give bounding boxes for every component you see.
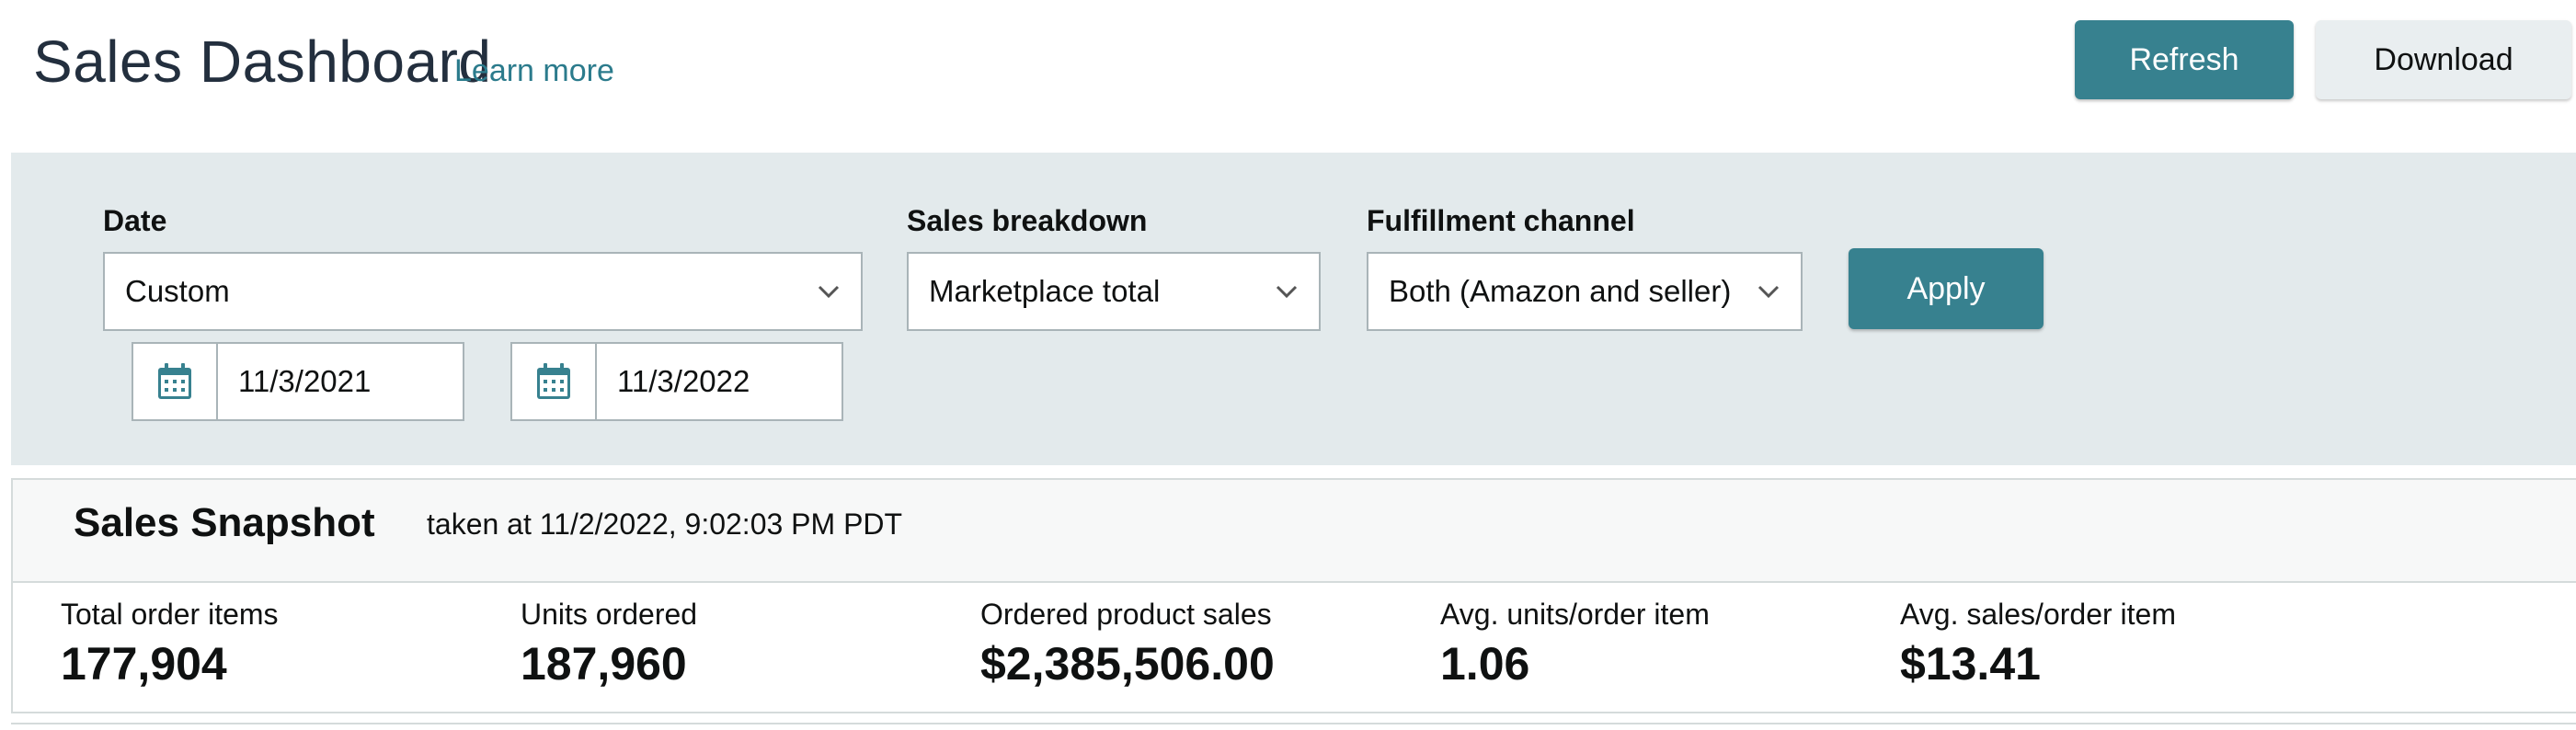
metric-value: 177,904 <box>61 638 227 690</box>
chevron-down-icon <box>818 285 840 299</box>
snapshot-timestamp: taken at 11/2/2022, 9:02:03 PM PDT <box>427 508 903 541</box>
metric-value: 187,960 <box>521 638 687 690</box>
start-date-value[interactable]: 11/3/2021 <box>238 364 372 398</box>
chevron-down-icon <box>1757 285 1780 299</box>
metric-label: Total order items <box>61 598 279 631</box>
metric-label: Units ordered <box>521 598 698 631</box>
filter-panel: Date Custom Sales breakdown Marketplace … <box>11 153 2576 465</box>
page-title: Sales Dashboard <box>33 29 492 95</box>
calendar-icon <box>158 363 191 399</box>
fulfillment-channel-value: Both (Amazon and seller) <box>1389 274 1732 308</box>
end-date-input[interactable]: 11/3/2022 <box>510 342 843 421</box>
metric-avg-sales-per-order-item: Avg. sales/order item $13.41 <box>1900 598 2176 690</box>
snapshot-header: Sales Snapshot taken at 11/2/2022, 9:02:… <box>13 480 2576 583</box>
metric-value: $13.41 <box>1900 638 2041 690</box>
sales-breakdown-select[interactable]: Marketplace total <box>907 252 1321 331</box>
download-button[interactable]: Download <box>2316 20 2571 99</box>
refresh-button[interactable]: Refresh <box>2075 20 2294 99</box>
metric-value: 1.06 <box>1440 638 1530 690</box>
chevron-down-icon <box>1276 285 1298 299</box>
metric-label: Avg. sales/order item <box>1900 598 2176 631</box>
sales-breakdown-value: Marketplace total <box>929 274 1161 308</box>
sales-breakdown-label: Sales breakdown <box>907 204 1148 237</box>
end-date-value[interactable]: 11/3/2022 <box>617 364 750 398</box>
apply-button[interactable]: Apply <box>1849 248 2044 329</box>
metric-ordered-product-sales: Ordered product sales $2,385,506.00 <box>980 598 1275 690</box>
snapshot-title: Sales Snapshot <box>74 500 375 545</box>
sales-snapshot-panel: Sales Snapshot taken at 11/2/2022, 9:02:… <box>11 478 2576 713</box>
fulfillment-channel-label: Fulfillment channel <box>1367 204 1635 237</box>
date-label: Date <box>103 204 167 237</box>
metric-label: Avg. units/order item <box>1440 598 1710 631</box>
metric-avg-units-per-order-item: Avg. units/order item 1.06 <box>1440 598 1710 690</box>
metric-units-ordered: Units ordered 187,960 <box>521 598 697 690</box>
page-header: Sales Dashboard Learn more Refresh Downl… <box>0 0 2576 153</box>
fulfillment-channel-select[interactable]: Both (Amazon and seller) <box>1367 252 1803 331</box>
metric-total-order-items: Total order items 177,904 <box>61 598 279 690</box>
metric-value: $2,385,506.00 <box>980 638 1275 690</box>
start-date-picker-button[interactable] <box>133 344 218 419</box>
calendar-icon <box>537 363 570 399</box>
end-date-picker-button[interactable] <box>512 344 597 419</box>
start-date-input[interactable]: 11/3/2021 <box>132 342 464 421</box>
metric-label: Ordered product sales <box>980 598 1272 631</box>
date-range-value: Custom <box>125 274 230 308</box>
learn-more-link[interactable]: Learn more <box>454 53 614 88</box>
divider <box>11 723 2576 730</box>
date-range-select[interactable]: Custom <box>103 252 863 331</box>
